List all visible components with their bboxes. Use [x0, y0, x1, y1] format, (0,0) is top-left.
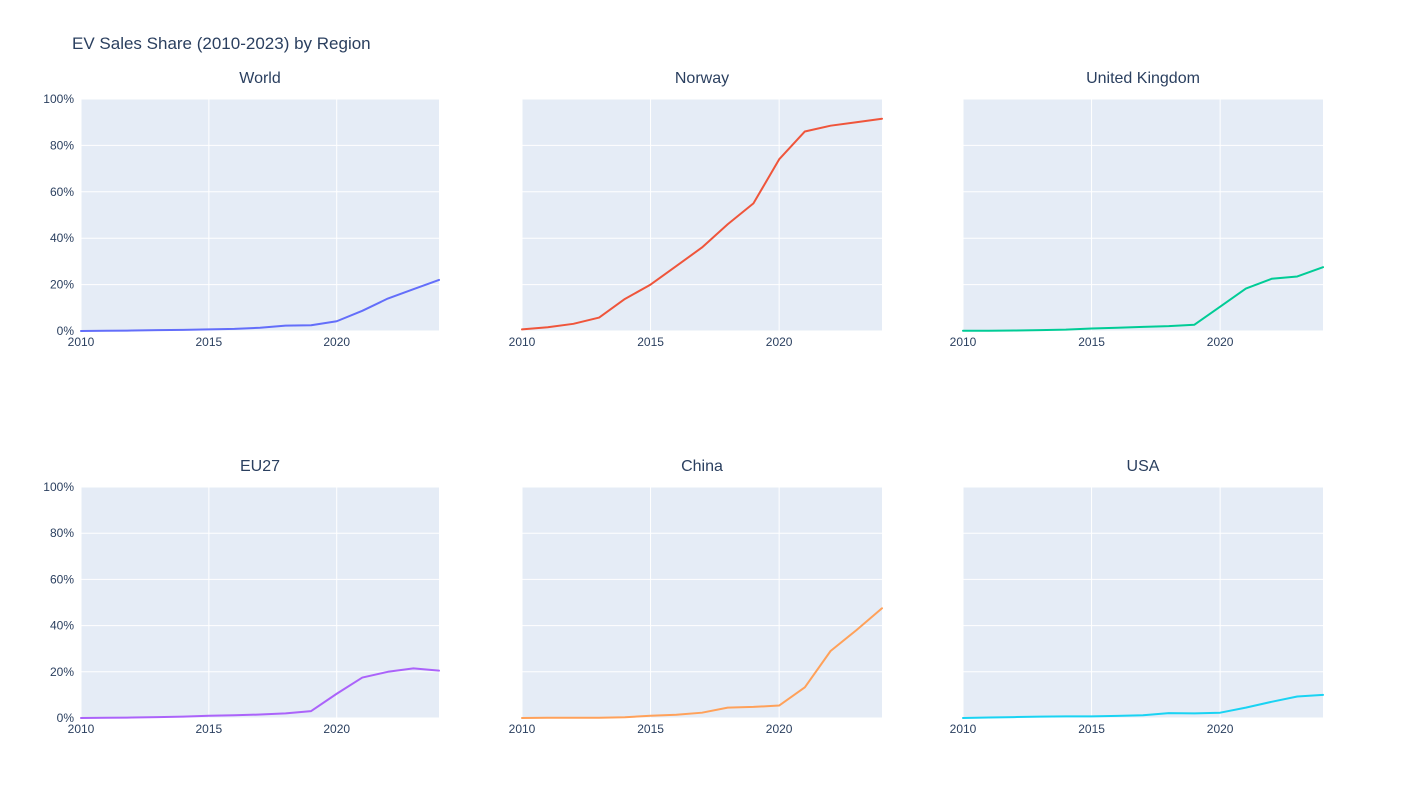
y-tick-label: 60% — [50, 572, 74, 586]
y-tick-label: 80% — [50, 138, 74, 152]
x-tick-label: 2020 — [766, 335, 793, 349]
x-tick-label: 2015 — [1078, 335, 1105, 349]
y-tick-label: 40% — [50, 231, 74, 245]
y-tick-label: 80% — [50, 526, 74, 540]
x-tick-label: 2020 — [1207, 722, 1234, 736]
series-line — [962, 693, 1324, 719]
plot-bg — [81, 99, 439, 331]
plot-area-eu27[interactable]: 2010 2015 2020 0% 20% 40% 60% 80% 100% — [43, 480, 440, 736]
subplot-title-china: China — [681, 458, 723, 475]
x-tick-label: 2010 — [68, 335, 95, 349]
plot-area-norway[interactable]: 2010 2015 2020 — [509, 98, 883, 349]
y-tick-label: 100% — [43, 92, 74, 106]
subplot-eu27: EU27 2010 2015 2020 0% 20% 40% 60% 80% 100% — [43, 458, 440, 736]
x-tick-label: 2020 — [323, 335, 350, 349]
plot-bg — [81, 487, 439, 718]
plot-bg — [963, 99, 1323, 331]
y-tick-label: 100% — [43, 480, 74, 494]
x-tick-label: 2015 — [196, 722, 223, 736]
x-tick-label: 2010 — [509, 722, 536, 736]
y-tick-label: 60% — [50, 185, 74, 199]
y-tick-label: 20% — [50, 278, 74, 292]
plot-bg — [522, 99, 882, 331]
series-line — [521, 117, 883, 331]
subplot-world: World 2010 2015 2020 0% 20% 40% 60% 80% 100% — [43, 70, 440, 349]
x-tick-label: 2020 — [766, 722, 793, 736]
plot-area-world[interactable]: 2010 2015 2020 0% 20% 40% 60% 80% 100% — [43, 92, 440, 349]
plot-area-china[interactable]: 2010 2015 2020 — [509, 486, 883, 736]
subplot-title-united-kingdom: United Kingdom — [1086, 70, 1200, 87]
x-tick-label: 2015 — [1078, 722, 1105, 736]
subplot-norway: Norway 2010 2015 2020 — [509, 70, 883, 349]
x-tick-label: 2015 — [637, 722, 664, 736]
subplot-title-eu27: EU27 — [239, 458, 281, 475]
x-tick-label: 2010 — [509, 335, 536, 349]
y-tick-label: 0% — [57, 711, 75, 725]
plot-area-united-kingdom[interactable]: 2010 2015 2020 — [950, 98, 1324, 349]
x-tick-label: 2010 — [68, 722, 95, 736]
series-line — [80, 278, 440, 332]
plot-area-usa[interactable]: 2010 2015 2020 — [950, 486, 1324, 736]
x-tick-label: 2015 — [196, 335, 223, 349]
x-tick-label: 2010 — [950, 722, 977, 736]
y-tick-label: 0% — [57, 324, 75, 338]
series-line — [962, 266, 1324, 332]
subplot-title-world: World — [239, 70, 281, 87]
subplot-title-norway: Norway — [674, 70, 730, 87]
subplot-united-kingdom: United Kingdom 2010 2015 2020 — [950, 70, 1324, 349]
plot-bg — [963, 487, 1323, 718]
x-tick-label: 2010 — [950, 335, 977, 349]
y-tick-label: 20% — [50, 665, 74, 679]
x-tick-label: 2020 — [323, 722, 350, 736]
series-line — [521, 607, 883, 719]
subplot-title-usa: USA — [1126, 458, 1160, 475]
y-tick-label: 40% — [50, 619, 74, 633]
plot-bg — [522, 487, 882, 718]
x-tick-label: 2020 — [1207, 335, 1234, 349]
series-line — [80, 667, 440, 719]
figure-title: EV Sales Share (2010-2023) by Region — [72, 34, 371, 53]
x-tick-label: 2015 — [637, 335, 664, 349]
subplot-usa: USA 2010 2015 2020 — [950, 458, 1324, 736]
subplot-china: China 2010 2015 2020 — [509, 458, 883, 736]
